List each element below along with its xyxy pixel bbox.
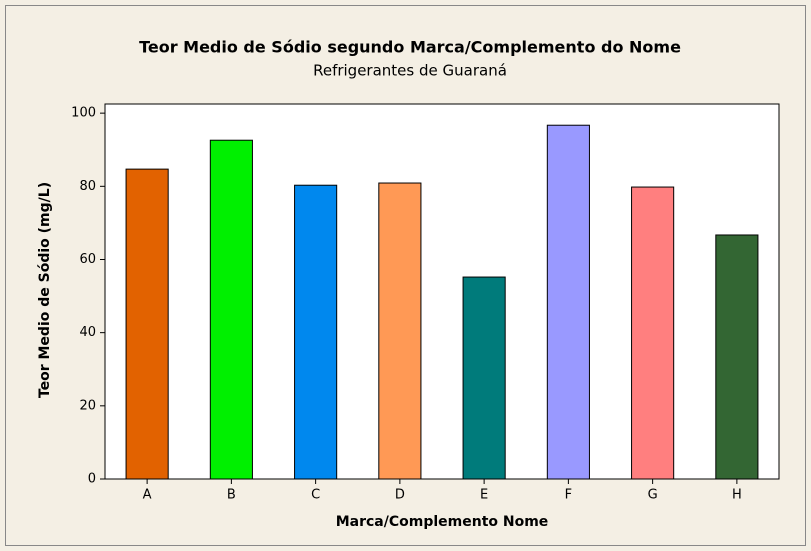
bar xyxy=(294,184,338,480)
x-tick-label: B xyxy=(227,488,236,503)
y-tick-label: 40 xyxy=(79,325,96,340)
x-tick-label: G xyxy=(648,488,658,503)
plot-area xyxy=(104,103,780,480)
x-tick-label: A xyxy=(143,488,152,503)
frame xyxy=(5,5,806,546)
y-tick-label: 80 xyxy=(79,179,96,194)
bar xyxy=(378,182,422,480)
x-axis-label: Marca/Complemento Nome xyxy=(336,514,549,530)
chart-title: Teor Medio de Sódio segundo Marca/Comple… xyxy=(139,38,681,57)
x-tick-label: D xyxy=(395,488,405,503)
bar xyxy=(209,139,253,480)
x-tick-label: F xyxy=(565,488,572,503)
y-tick-label: 20 xyxy=(79,398,96,413)
chart-subtitle: Refrigerantes de Guaraná xyxy=(313,62,507,80)
x-tick-label: E xyxy=(480,488,488,503)
y-tick-label: 0 xyxy=(88,472,96,487)
bar xyxy=(715,234,759,480)
x-tick-label: H xyxy=(732,488,742,503)
y-tick-label: 100 xyxy=(71,106,96,121)
y-tick-label: 60 xyxy=(79,252,96,267)
bar xyxy=(462,276,506,480)
bar xyxy=(631,186,675,480)
bar xyxy=(125,168,169,480)
bar xyxy=(546,124,590,480)
y-axis-label: Teor Medio de Sódio (mg/L) xyxy=(37,182,53,398)
x-tick-label: C xyxy=(311,488,320,503)
